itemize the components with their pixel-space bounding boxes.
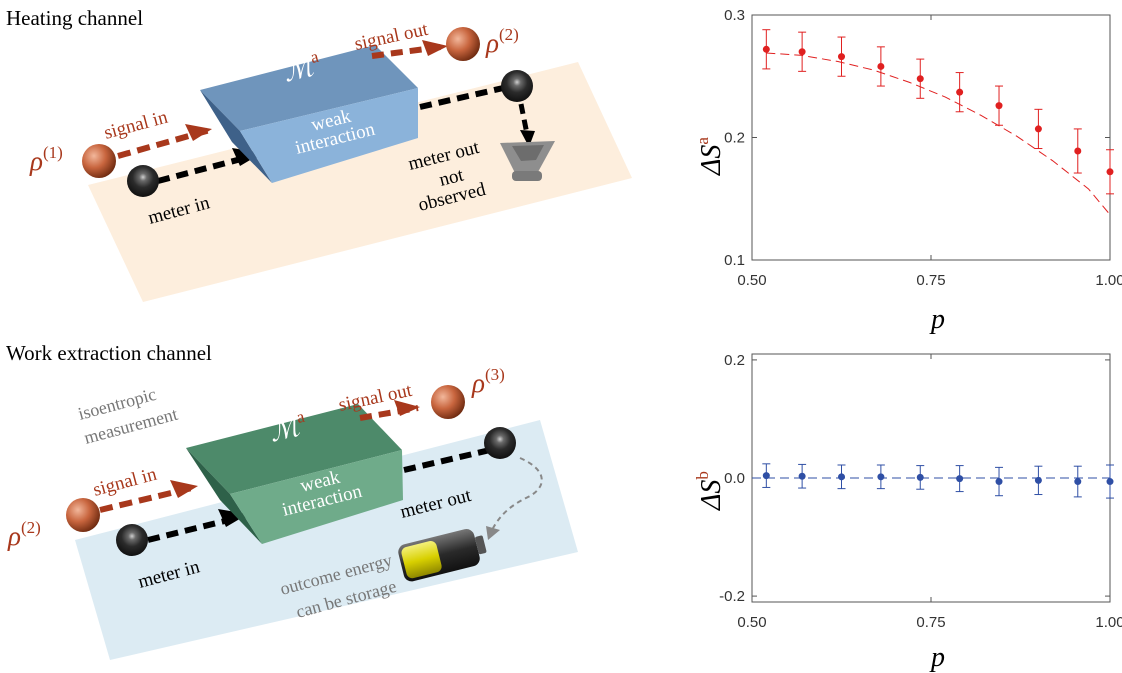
chart-a-ylabel: ΔSa	[693, 137, 727, 176]
y-tick-label: 0.1	[724, 252, 745, 269]
heating-rho-out: ρ(2)	[485, 25, 519, 58]
data-point	[877, 62, 885, 70]
work-signal-in-sphere	[66, 498, 100, 532]
heating-box-front	[240, 88, 418, 183]
heating-box-symbol-sup: a	[309, 47, 321, 67]
fit-line	[766, 52, 1111, 215]
plot-frame	[751, 353, 1111, 603]
x-tick-label: 1.00	[1095, 272, 1122, 289]
data-point	[877, 473, 885, 481]
x-tick-label: 0.75	[916, 272, 945, 289]
heating-title: Heating channel	[6, 6, 143, 30]
chart-b-ylabel-main: ΔS	[696, 480, 727, 511]
chart-b-ylabel: ΔSb	[693, 471, 727, 511]
data-point	[762, 472, 770, 480]
work-signal-out-sphere	[431, 385, 465, 419]
data-point	[1034, 125, 1042, 133]
heating-box-top	[200, 45, 418, 131]
heating-signal-in-arrowhead	[185, 124, 212, 141]
heating-background-plane	[88, 62, 632, 302]
heating-rho-out-sup: (2)	[499, 25, 519, 44]
data-point	[995, 102, 1003, 110]
x-tick-label: 0.50	[737, 614, 766, 631]
work-meter-out-sphere	[484, 427, 516, 459]
data-point	[1106, 168, 1114, 176]
x-tick-label: 1.00	[1095, 614, 1122, 631]
work-box-top	[186, 404, 402, 494]
data-point	[1106, 478, 1114, 486]
chart-delta-sb: ΔSb p 0.50 0.75 1.00 0.2 0.0 -0.2	[693, 352, 1122, 673]
y-tick-label: 0.3	[724, 7, 745, 24]
data-point	[1074, 147, 1082, 155]
data-point	[762, 45, 770, 53]
work-meter-out-arrow	[403, 447, 491, 473]
work-title: Work extraction channel	[6, 341, 212, 365]
data-point	[798, 472, 806, 480]
heating-signal-in-sphere	[82, 144, 116, 178]
heating-signal-out-arrowhead	[422, 40, 448, 56]
data-point	[1074, 478, 1082, 486]
work-energy-arrow	[491, 457, 543, 531]
heating-meter-down-arrowhead	[520, 130, 535, 147]
work-box-symbol-sup: a	[295, 407, 307, 427]
data-point	[838, 473, 845, 481]
data-point	[838, 53, 845, 61]
y-tick-label: 0.2	[724, 130, 745, 147]
chart-a-xlabel: p	[929, 304, 945, 335]
work-box-front	[230, 450, 403, 544]
heating-channel-panel: Heating channel signal in ρ(1) meter in …	[6, 6, 632, 302]
data-point	[916, 473, 924, 481]
chart-b-xlabel: p	[929, 642, 945, 673]
work-rho-in-sup: (2)	[21, 518, 41, 537]
data-point	[995, 478, 1003, 486]
work-signal-out-arrowhead	[394, 400, 420, 416]
work-channel-panel: Work extraction channel isoentropic meas…	[6, 341, 578, 660]
chart-delta-sa: ΔSa p 0.50 0.75 1.00 0.1 0.2 0.3	[693, 7, 1122, 335]
x-tick-label: 0.50	[737, 272, 766, 289]
chart-b-ylabel-sup: b	[693, 471, 712, 480]
work-rho-in: ρ(2)	[7, 518, 41, 551]
work-rho-out: ρ(3)	[471, 365, 505, 398]
heating-signal-out-sphere	[446, 27, 480, 61]
x-tick-label: 0.75	[916, 614, 945, 631]
work-signal-in-arrowhead	[170, 480, 198, 498]
y-tick-label: 0.0	[724, 470, 745, 487]
work-energy-arrowhead	[486, 526, 500, 540]
data-point	[956, 475, 964, 483]
data-point	[1034, 476, 1042, 484]
data-point	[798, 48, 806, 56]
heating-meter-in-sphere	[127, 165, 159, 197]
chart-a-ylabel-main: ΔS	[696, 145, 727, 176]
work-rho-out-sup: (3)	[485, 365, 505, 384]
heating-rho-in: ρ(1)	[29, 143, 63, 176]
heating-signal-in-label: signal in	[102, 107, 171, 144]
y-tick-label: 0.2	[724, 352, 745, 369]
plot-frame	[751, 14, 1111, 261]
y-tick-label: -0.2	[719, 588, 745, 605]
battery-icon	[398, 529, 487, 582]
data-point	[956, 88, 964, 96]
chart-a-ylabel-sup: a	[693, 137, 712, 145]
heating-meter-out-sphere	[501, 70, 533, 102]
work-meter-in-sphere	[116, 524, 148, 556]
heating-meter-out-arrow	[419, 83, 513, 110]
work-box-left	[186, 448, 262, 544]
heating-rho-in-sup: (1)	[43, 143, 63, 162]
work-background-plane	[75, 420, 578, 660]
heating-signal-in-arrow	[117, 127, 211, 159]
heating-meter-down-arrow	[518, 103, 530, 135]
data-point	[916, 75, 924, 83]
detector-icon	[500, 141, 555, 181]
heating-box-left	[200, 90, 272, 183]
